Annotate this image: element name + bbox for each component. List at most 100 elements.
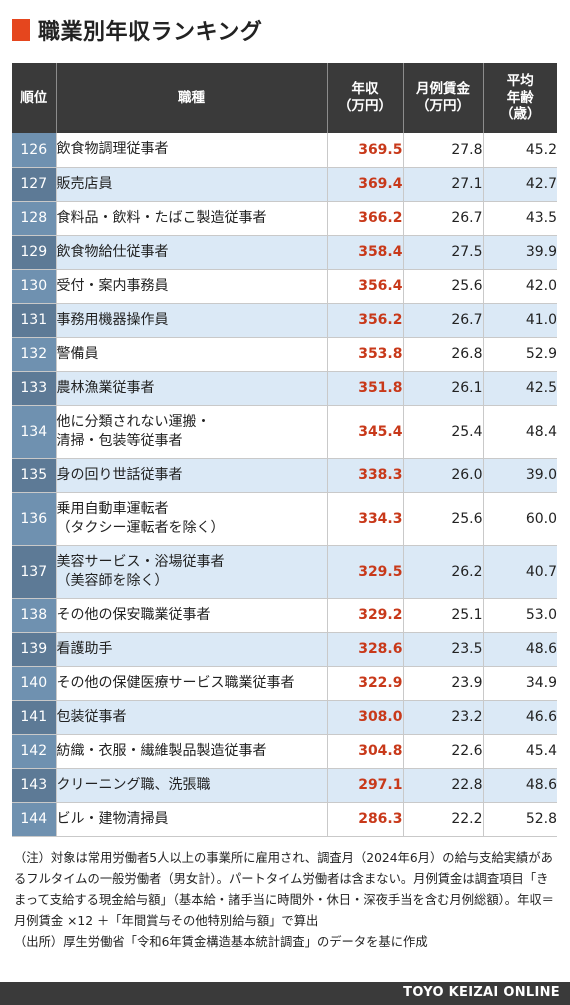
age-cell: 53.0 xyxy=(483,598,557,633)
age-cell: 48.6 xyxy=(483,632,557,667)
income-cell: 329.5 xyxy=(327,545,404,599)
table-row: 135 身の回り世話従事者 338.3 26.0 39.0 xyxy=(12,458,557,493)
job-name-line: 乗用自動車運転者 xyxy=(56,500,169,517)
table-header-row: 順位 職種 年収 （万円） 月例賃金 （万円） 平均 年齢 （歳） xyxy=(12,63,557,133)
rank-cell: 127 xyxy=(12,167,57,202)
age-cell: 41.0 xyxy=(483,303,557,338)
income-cell: 304.8 xyxy=(327,734,404,769)
wage-cell: 26.2 xyxy=(403,545,484,599)
job-cell: 他に分類されない運搬・ 清掃・包装等従事者 xyxy=(56,405,328,459)
income-cell: 351.8 xyxy=(327,371,404,406)
header-income: 年収 （万円） xyxy=(327,63,404,133)
ranking-table: 順位 職種 年収 （万円） 月例賃金 （万円） 平均 年齢 （歳） 126 飲食物調理従事… xyxy=(12,63,557,837)
table-row: 134 他に分類されない運搬・ 清掃・包装等従事者 345.4 25.4 48.4 xyxy=(12,405,557,459)
job-name-line: 事務用機器操作員 xyxy=(56,311,169,328)
table-row: 129 飲食物給仕従事者 358.4 27.5 39.9 xyxy=(12,235,557,270)
table-row: 143 クリーニング職、洗張職 297.1 22.8 48.6 xyxy=(12,768,557,803)
age-cell: 42.5 xyxy=(483,371,557,406)
age-cell: 60.0 xyxy=(483,492,557,546)
job-cell: 警備員 xyxy=(56,337,328,372)
job-cell: 乗用自動車運転者 （タクシー運転者を除く） xyxy=(56,492,328,546)
rank-cell: 140 xyxy=(12,666,57,701)
wage-cell: 22.6 xyxy=(403,734,484,769)
job-name-line: 受付・案内事務員 xyxy=(56,277,169,294)
table-row: 140 その他の保健医療サービス職業従事者 322.9 23.9 34.9 xyxy=(12,666,557,701)
age-cell: 45.4 xyxy=(483,734,557,769)
income-cell: 345.4 xyxy=(327,405,404,459)
rank-cell: 126 xyxy=(12,133,57,168)
job-name-line: 身の回り世話従事者 xyxy=(56,466,183,483)
table-row: 142 紡織・衣服・繊維製品製造従事者 304.8 22.6 45.4 xyxy=(12,734,557,769)
note-text: （注）対象は常用労働者5人以上の事業所に雇用され、調査月（2024年6月）の給与… xyxy=(14,851,554,928)
job-name-line: 警備員 xyxy=(56,345,99,362)
job-cell: 飲食物給仕従事者 xyxy=(56,235,328,270)
job-cell: 包装従事者 xyxy=(56,700,328,735)
table-row: 136 乗用自動車運転者 （タクシー運転者を除く） 334.3 25.6 60.0 xyxy=(12,492,557,546)
page-title: 職業別年収ランキング xyxy=(38,20,263,45)
table-row: 127 販売店員 369.4 27.1 42.7 xyxy=(12,167,557,202)
job-name-line: 飲食物調理従事者 xyxy=(56,141,169,158)
income-cell: 297.1 xyxy=(327,768,404,803)
age-cell: 39.9 xyxy=(483,235,557,270)
age-cell: 43.5 xyxy=(483,201,557,236)
job-cell: 食料品・飲料・たばこ製造従事者 xyxy=(56,201,328,236)
table-row: 133 農林漁業従事者 351.8 26.1 42.5 xyxy=(12,371,557,406)
income-cell: 353.8 xyxy=(327,337,404,372)
rank-cell: 143 xyxy=(12,768,57,803)
job-cell: 農林漁業従事者 xyxy=(56,371,328,406)
job-cell: 受付・案内事務員 xyxy=(56,269,328,304)
job-name-line: その他の保健医療サービス職業従事者 xyxy=(56,674,295,691)
wage-cell: 22.8 xyxy=(403,768,484,803)
income-cell: 369.5 xyxy=(327,133,404,168)
rank-cell: 129 xyxy=(12,235,57,270)
header-age: 平均 年齢 （歳） xyxy=(483,63,557,133)
wage-cell: 26.8 xyxy=(403,337,484,372)
wage-cell: 26.1 xyxy=(403,371,484,406)
wage-cell: 25.6 xyxy=(403,492,484,546)
source-text: （出所）厚生労働省「令和6年賃金構造基本統計調査」のデータを基に作成 xyxy=(14,935,428,949)
rank-cell: 139 xyxy=(12,632,57,667)
wage-cell: 23.9 xyxy=(403,666,484,701)
table-row: 144 ビル・建物清掃員 286.3 22.2 52.8 xyxy=(12,802,557,837)
income-cell: 356.4 xyxy=(327,269,404,304)
rank-cell: 135 xyxy=(12,458,57,493)
job-name-line: 美容サービス・浴場従事者 xyxy=(56,553,225,570)
rank-cell: 131 xyxy=(12,303,57,338)
rank-cell: 137 xyxy=(12,545,57,599)
job-name-line: 紡織・衣服・繊維製品製造従事者 xyxy=(56,742,267,759)
header-wage: 月例賃金 （万円） xyxy=(403,63,484,133)
age-cell: 45.2 xyxy=(483,133,557,168)
wage-cell: 27.8 xyxy=(403,133,484,168)
rank-cell: 130 xyxy=(12,269,57,304)
page-header: 職業別年収ランキング xyxy=(12,14,262,46)
wage-cell: 27.5 xyxy=(403,235,484,270)
table-row: 132 警備員 353.8 26.8 52.9 xyxy=(12,337,557,372)
job-name-line: 農林漁業従事者 xyxy=(56,379,155,396)
rank-cell: 142 xyxy=(12,734,57,769)
job-name-line: 販売店員 xyxy=(56,175,113,192)
income-cell: 338.3 xyxy=(327,458,404,493)
publisher-name: TOYO KEIZAI ONLINE xyxy=(403,985,560,1000)
wage-cell: 25.6 xyxy=(403,269,484,304)
age-cell: 48.6 xyxy=(483,768,557,803)
age-cell: 34.9 xyxy=(483,666,557,701)
age-cell: 52.8 xyxy=(483,802,557,837)
income-cell: 369.4 xyxy=(327,167,404,202)
income-cell: 322.9 xyxy=(327,666,404,701)
job-cell: ビル・建物清掃員 xyxy=(56,802,328,837)
income-cell: 286.3 xyxy=(327,802,404,837)
job-name-line: 飲食物給仕従事者 xyxy=(56,243,169,260)
rank-cell: 132 xyxy=(12,337,57,372)
job-name-line: （タクシー運転者を除く） xyxy=(56,519,225,536)
job-cell: 事務用機器操作員 xyxy=(56,303,328,338)
age-cell: 39.0 xyxy=(483,458,557,493)
income-cell: 356.2 xyxy=(327,303,404,338)
header-job: 職種 xyxy=(56,63,328,133)
job-cell: 販売店員 xyxy=(56,167,328,202)
income-cell: 328.6 xyxy=(327,632,404,667)
job-cell: 飲食物調理従事者 xyxy=(56,133,328,168)
table-row: 130 受付・案内事務員 356.4 25.6 42.0 xyxy=(12,269,557,304)
job-name-line: ビル・建物清掃員 xyxy=(56,810,169,827)
rank-cell: 136 xyxy=(12,492,57,546)
job-name-line: その他の保安職業従事者 xyxy=(56,606,211,623)
